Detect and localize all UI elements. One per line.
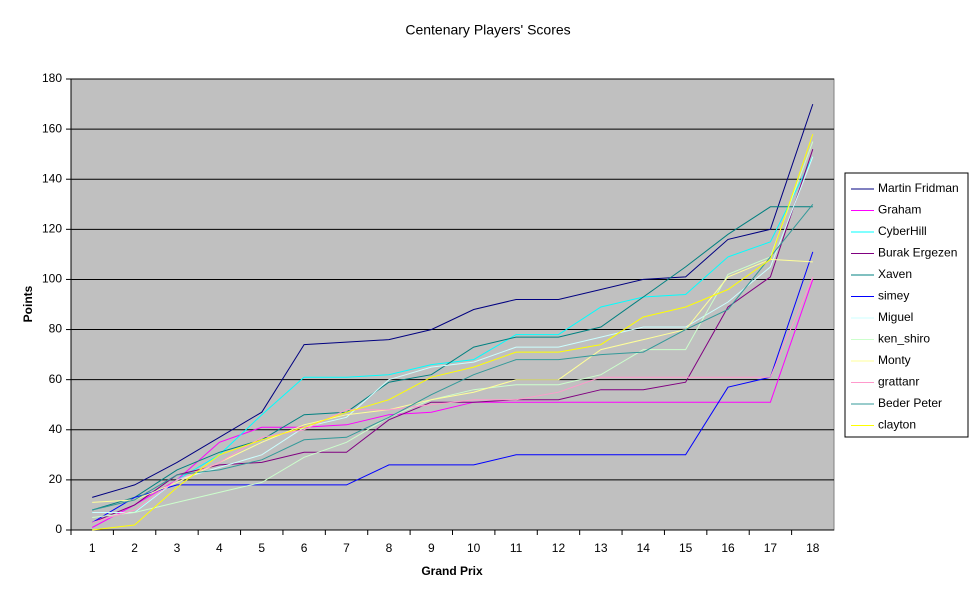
chart-title: Centenary Players' Scores (405, 22, 570, 38)
y-tick-label: 120 (42, 222, 62, 236)
series-line (92, 156, 814, 513)
plot-area (70, 78, 835, 531)
y-tick-label: 40 (49, 422, 63, 436)
legend-label: Monty (878, 353, 911, 367)
legend-label: simey (878, 289, 909, 303)
legend-label: Beder Peter (878, 396, 942, 410)
series-line (92, 203, 814, 511)
x-tick-label: 7 (343, 541, 350, 555)
x-tick-label: 18 (806, 541, 820, 555)
y-tick-label: 60 (49, 372, 63, 386)
legend-label: Martin Fridman (878, 181, 959, 195)
x-tick-label: 17 (764, 541, 778, 555)
legend-label: ken_shiro (878, 332, 930, 346)
y-tick-label: 100 (42, 272, 62, 286)
y-tick-label: 80 (49, 322, 63, 336)
x-tick-label: 13 (594, 541, 608, 555)
legend-label: clayton (878, 418, 916, 432)
x-axis-title: Grand Prix (421, 564, 483, 578)
series-line (91, 279, 814, 528)
y-axis-title: Points (21, 285, 35, 322)
x-tick-label: 14 (637, 541, 651, 555)
series-line (92, 156, 814, 513)
x-tick-label: 12 (552, 541, 566, 555)
legend-label: Miguel (878, 310, 913, 324)
legend (844, 172, 969, 438)
x-tick-label: 4 (216, 541, 223, 555)
series-line (92, 206, 813, 511)
legend-label: Graham (878, 203, 921, 217)
y-tick-label: 0 (55, 522, 62, 536)
x-tick-label: 6 (301, 541, 308, 555)
y-tick-label: 140 (42, 171, 62, 185)
x-tick-label: 10 (467, 541, 481, 555)
y-tick-label: 180 (42, 71, 62, 85)
x-tick-label: 8 (386, 541, 393, 555)
y-tick-label: 20 (49, 472, 63, 486)
series-line (92, 276, 814, 523)
x-tick-label: 11 (510, 541, 523, 555)
legend-label: CyberHill (878, 224, 927, 238)
x-tick-label: 3 (174, 541, 181, 555)
series-line (92, 141, 814, 518)
legend-label: Xaven (878, 267, 912, 281)
series-line (92, 103, 814, 498)
x-tick-label: 15 (679, 541, 693, 555)
x-tick-label: 9 (428, 541, 435, 555)
x-tick-label: 1 (89, 541, 96, 555)
series-line (92, 133, 814, 531)
x-tick-label: 5 (258, 541, 265, 555)
y-tick-label: 160 (42, 121, 62, 135)
legend-label: Burak Ergezen (878, 246, 957, 260)
x-tick-label: 16 (721, 541, 735, 555)
legend-label: grattanr (878, 375, 919, 389)
series-line (91, 251, 814, 523)
x-tick-label: 2 (131, 541, 138, 555)
